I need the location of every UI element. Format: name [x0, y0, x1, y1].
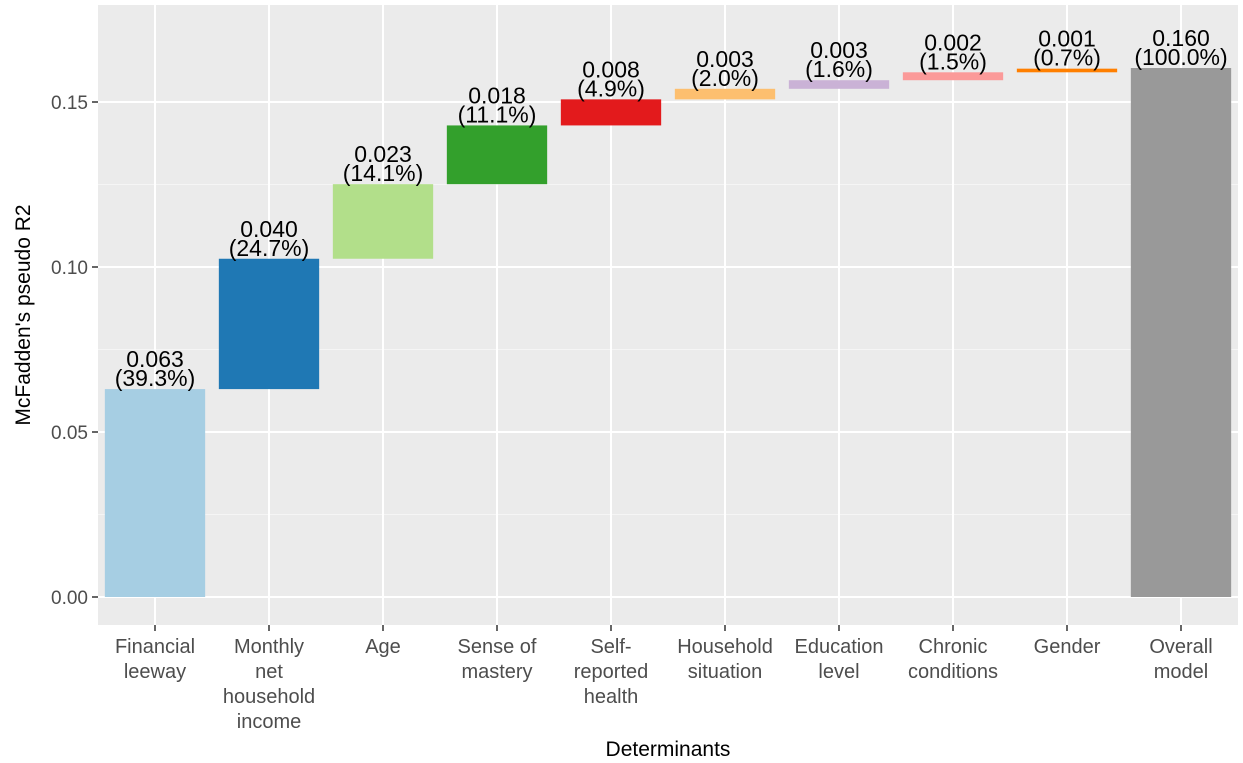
- bar: [104, 389, 206, 597]
- x-tick-label-line: model: [1154, 661, 1208, 683]
- value-label: 0.023: [354, 141, 412, 167]
- value-label: 0.160: [1152, 25, 1210, 51]
- percent-label: (24.7%): [229, 235, 310, 261]
- x-tick-label: Financial leeway: [115, 636, 195, 683]
- x-tick-label-line: situation: [688, 661, 763, 683]
- percent-label: (2.0%): [691, 65, 759, 91]
- x-tick-label-line: Chronic: [919, 636, 988, 658]
- value-label: 0.040: [240, 216, 298, 242]
- bar: [674, 88, 776, 100]
- x-axis: Financial leeway Monthly net household income…: [115, 625, 1213, 733]
- percent-label: (0.7%): [1033, 45, 1101, 71]
- bar: [1130, 68, 1232, 597]
- x-tick-label: Gender: [1034, 636, 1101, 658]
- x-tick-label-line: Overall: [1149, 636, 1212, 658]
- percent-label: (100.0%): [1134, 44, 1227, 70]
- percent-label: (1.5%): [919, 48, 987, 74]
- x-tick-label: Education level: [795, 636, 884, 683]
- x-tick-label-line: income: [237, 711, 301, 733]
- x-tick-label: Sense of mastery: [458, 636, 537, 683]
- x-tick-label-line: Gender: [1034, 636, 1101, 658]
- data-labels: 0.063(39.3%) 0.040(24.7%) 0.023(14.1%) 0.01…: [115, 25, 1228, 391]
- x-tick-label-line: Financial: [115, 636, 195, 658]
- x-tick-label-line: household: [223, 686, 315, 708]
- x-tick-label: Age: [365, 636, 401, 658]
- bars: [104, 68, 1232, 597]
- percent-label: (4.9%): [577, 75, 645, 101]
- x-tick-label-line: Household: [677, 636, 773, 658]
- value-label: 0.003: [810, 37, 868, 63]
- x-tick-label: Household situation: [677, 636, 773, 683]
- x-tick-label-line: net: [255, 661, 283, 683]
- percent-label: (1.6%): [805, 56, 873, 82]
- value-label: 0.063: [126, 346, 184, 372]
- y-axis-title: McFadden's pseudo R2: [12, 204, 35, 425]
- y-tick-label: 0.05: [51, 423, 88, 444]
- x-tick-label: Monthly net household income: [223, 636, 315, 733]
- bar: [218, 258, 320, 390]
- x-tick-label-line: conditions: [908, 661, 998, 683]
- y-tick-label: 0.00: [51, 588, 88, 609]
- value-label: 0.008: [582, 56, 640, 82]
- x-tick-label-line: mastery: [461, 661, 532, 683]
- x-tick-label-line: leeway: [124, 661, 186, 683]
- x-tick-label-line: health: [584, 686, 639, 708]
- x-tick-label-line: reported: [574, 661, 649, 683]
- bar: [560, 99, 662, 126]
- value-label: 0.002: [924, 29, 982, 55]
- x-tick-label: Overall model: [1149, 636, 1212, 683]
- y-tick-label: 0.15: [51, 93, 88, 114]
- x-tick-label-line: Age: [365, 636, 401, 658]
- x-tick-label: Chronic conditions: [908, 636, 998, 683]
- x-axis-title: Determinants: [606, 738, 731, 761]
- bar: [332, 184, 434, 259]
- x-tick-label: Self-reported health: [574, 636, 649, 708]
- bar: [788, 80, 890, 89]
- y-axis: 0.00 0.05 0.10 0.15: [51, 93, 98, 609]
- bar: [1016, 68, 1118, 73]
- percent-label: (11.1%): [458, 101, 537, 127]
- value-label: 0.018: [468, 82, 526, 108]
- x-tick-label-line: level: [818, 661, 859, 683]
- percent-label: (39.3%): [115, 365, 196, 391]
- value-label: 0.001: [1038, 26, 1096, 52]
- x-tick-label-line: Education: [795, 636, 884, 658]
- value-label: 0.003: [696, 46, 754, 72]
- bar: [446, 125, 548, 185]
- grid-lines: [98, 5, 1238, 625]
- percent-label: (14.1%): [343, 160, 424, 186]
- x-tick-label-line: Sense of: [458, 636, 537, 658]
- x-tick-label-line: Monthly: [234, 636, 304, 658]
- x-tick-label-line: Self-: [590, 636, 631, 658]
- y-tick-label: 0.10: [51, 258, 88, 279]
- bar: [902, 72, 1004, 81]
